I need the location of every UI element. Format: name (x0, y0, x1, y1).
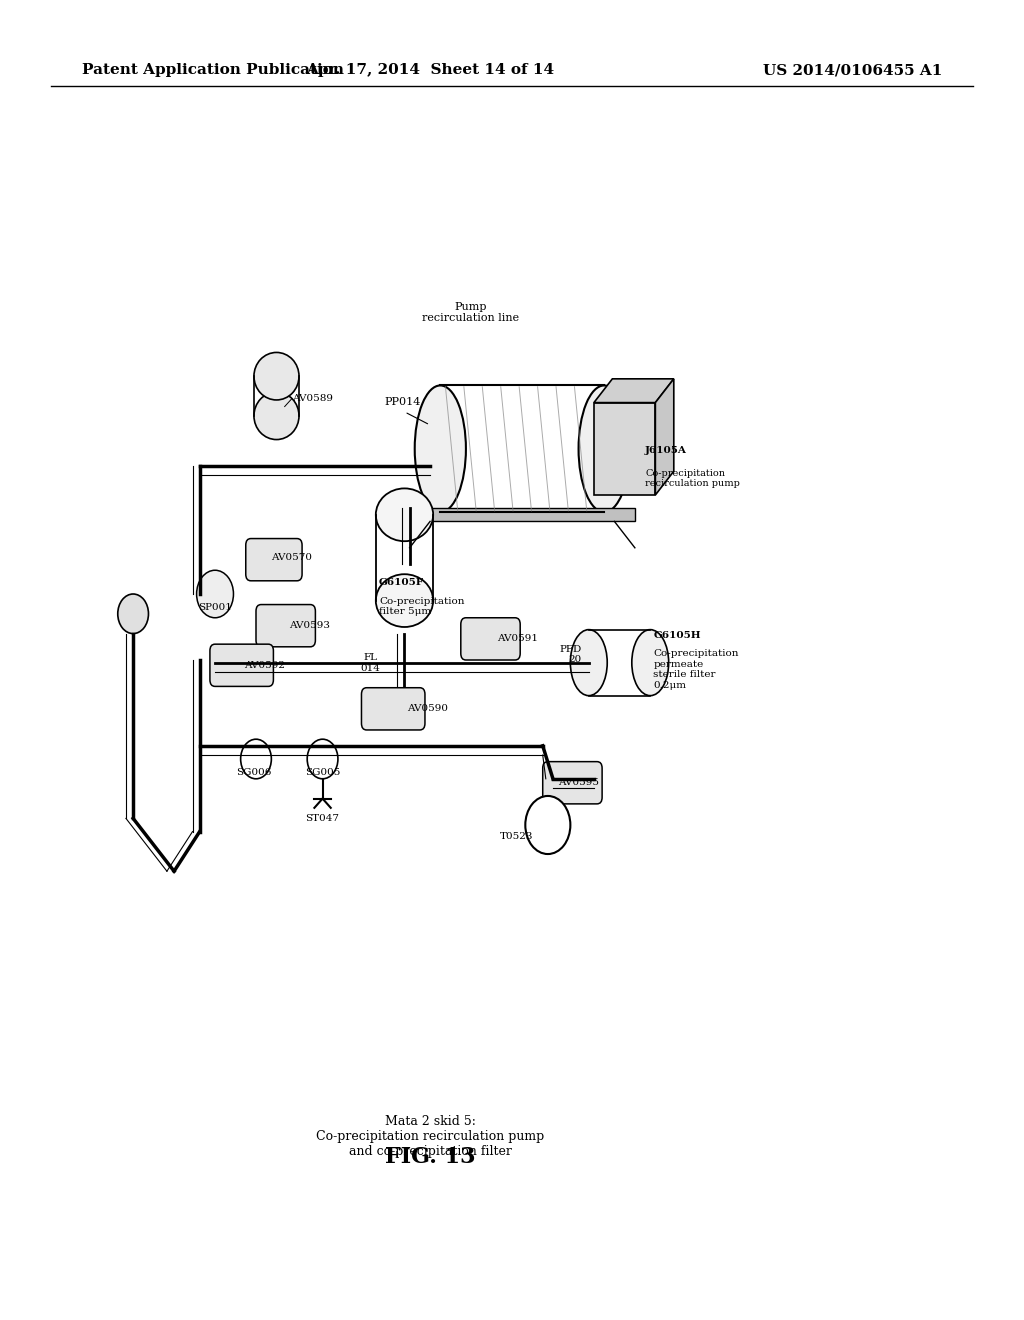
Text: ST047: ST047 (305, 814, 340, 824)
Ellipse shape (254, 392, 299, 440)
Circle shape (241, 739, 271, 779)
Text: PFD
20: PFD 20 (559, 645, 582, 664)
Text: AV0595: AV0595 (558, 779, 599, 787)
Text: AV0592: AV0592 (244, 661, 285, 669)
Circle shape (525, 796, 570, 854)
Text: T0523: T0523 (501, 832, 534, 841)
Text: PP014: PP014 (384, 396, 421, 407)
Text: Co-precipitation
recirculation pump: Co-precipitation recirculation pump (645, 469, 740, 488)
Text: FIG. 13: FIG. 13 (385, 1146, 475, 1168)
Ellipse shape (415, 385, 466, 512)
Polygon shape (410, 508, 635, 521)
FancyBboxPatch shape (246, 539, 302, 581)
Text: AV0591: AV0591 (497, 635, 538, 643)
FancyBboxPatch shape (256, 605, 315, 647)
Text: Mata 2 skid 5:
Co-precipitation recirculation pump
and co-precipitation filter: Mata 2 skid 5: Co-precipitation recircul… (316, 1115, 544, 1159)
Circle shape (197, 570, 233, 618)
Text: AV0589: AV0589 (292, 395, 333, 403)
Polygon shape (594, 379, 674, 403)
Polygon shape (594, 403, 655, 495)
Text: SG005: SG005 (305, 768, 340, 777)
Text: AV0570: AV0570 (271, 553, 312, 561)
FancyBboxPatch shape (361, 688, 425, 730)
FancyBboxPatch shape (461, 618, 520, 660)
Circle shape (307, 739, 338, 779)
Text: FL
014: FL 014 (360, 653, 381, 673)
FancyBboxPatch shape (543, 762, 602, 804)
Text: G6105H: G6105H (653, 631, 701, 640)
Text: Co-precipitation
filter 5μm: Co-precipitation filter 5μm (379, 597, 464, 616)
Text: AV0593: AV0593 (289, 622, 330, 630)
Text: G6105F: G6105F (379, 578, 424, 587)
Text: US 2014/0106455 A1: US 2014/0106455 A1 (763, 63, 942, 78)
Ellipse shape (254, 352, 299, 400)
Ellipse shape (570, 630, 607, 696)
Ellipse shape (376, 488, 433, 541)
Text: SG006: SG006 (237, 768, 271, 777)
Text: Pump
recirculation line: Pump recirculation line (423, 302, 519, 323)
FancyBboxPatch shape (210, 644, 273, 686)
Ellipse shape (632, 630, 669, 696)
Ellipse shape (376, 574, 433, 627)
Ellipse shape (579, 385, 630, 512)
Text: Apr. 17, 2014  Sheet 14 of 14: Apr. 17, 2014 Sheet 14 of 14 (306, 63, 554, 78)
Circle shape (118, 594, 148, 634)
Polygon shape (655, 379, 674, 495)
Text: J6105A: J6105A (645, 446, 687, 455)
Text: AV0590: AV0590 (408, 705, 449, 713)
Text: Patent Application Publication: Patent Application Publication (82, 63, 344, 78)
Text: SP001: SP001 (198, 603, 232, 612)
Text: Co-precipitation
permeate
sterile filter
0.2μm: Co-precipitation permeate sterile filter… (653, 649, 738, 689)
